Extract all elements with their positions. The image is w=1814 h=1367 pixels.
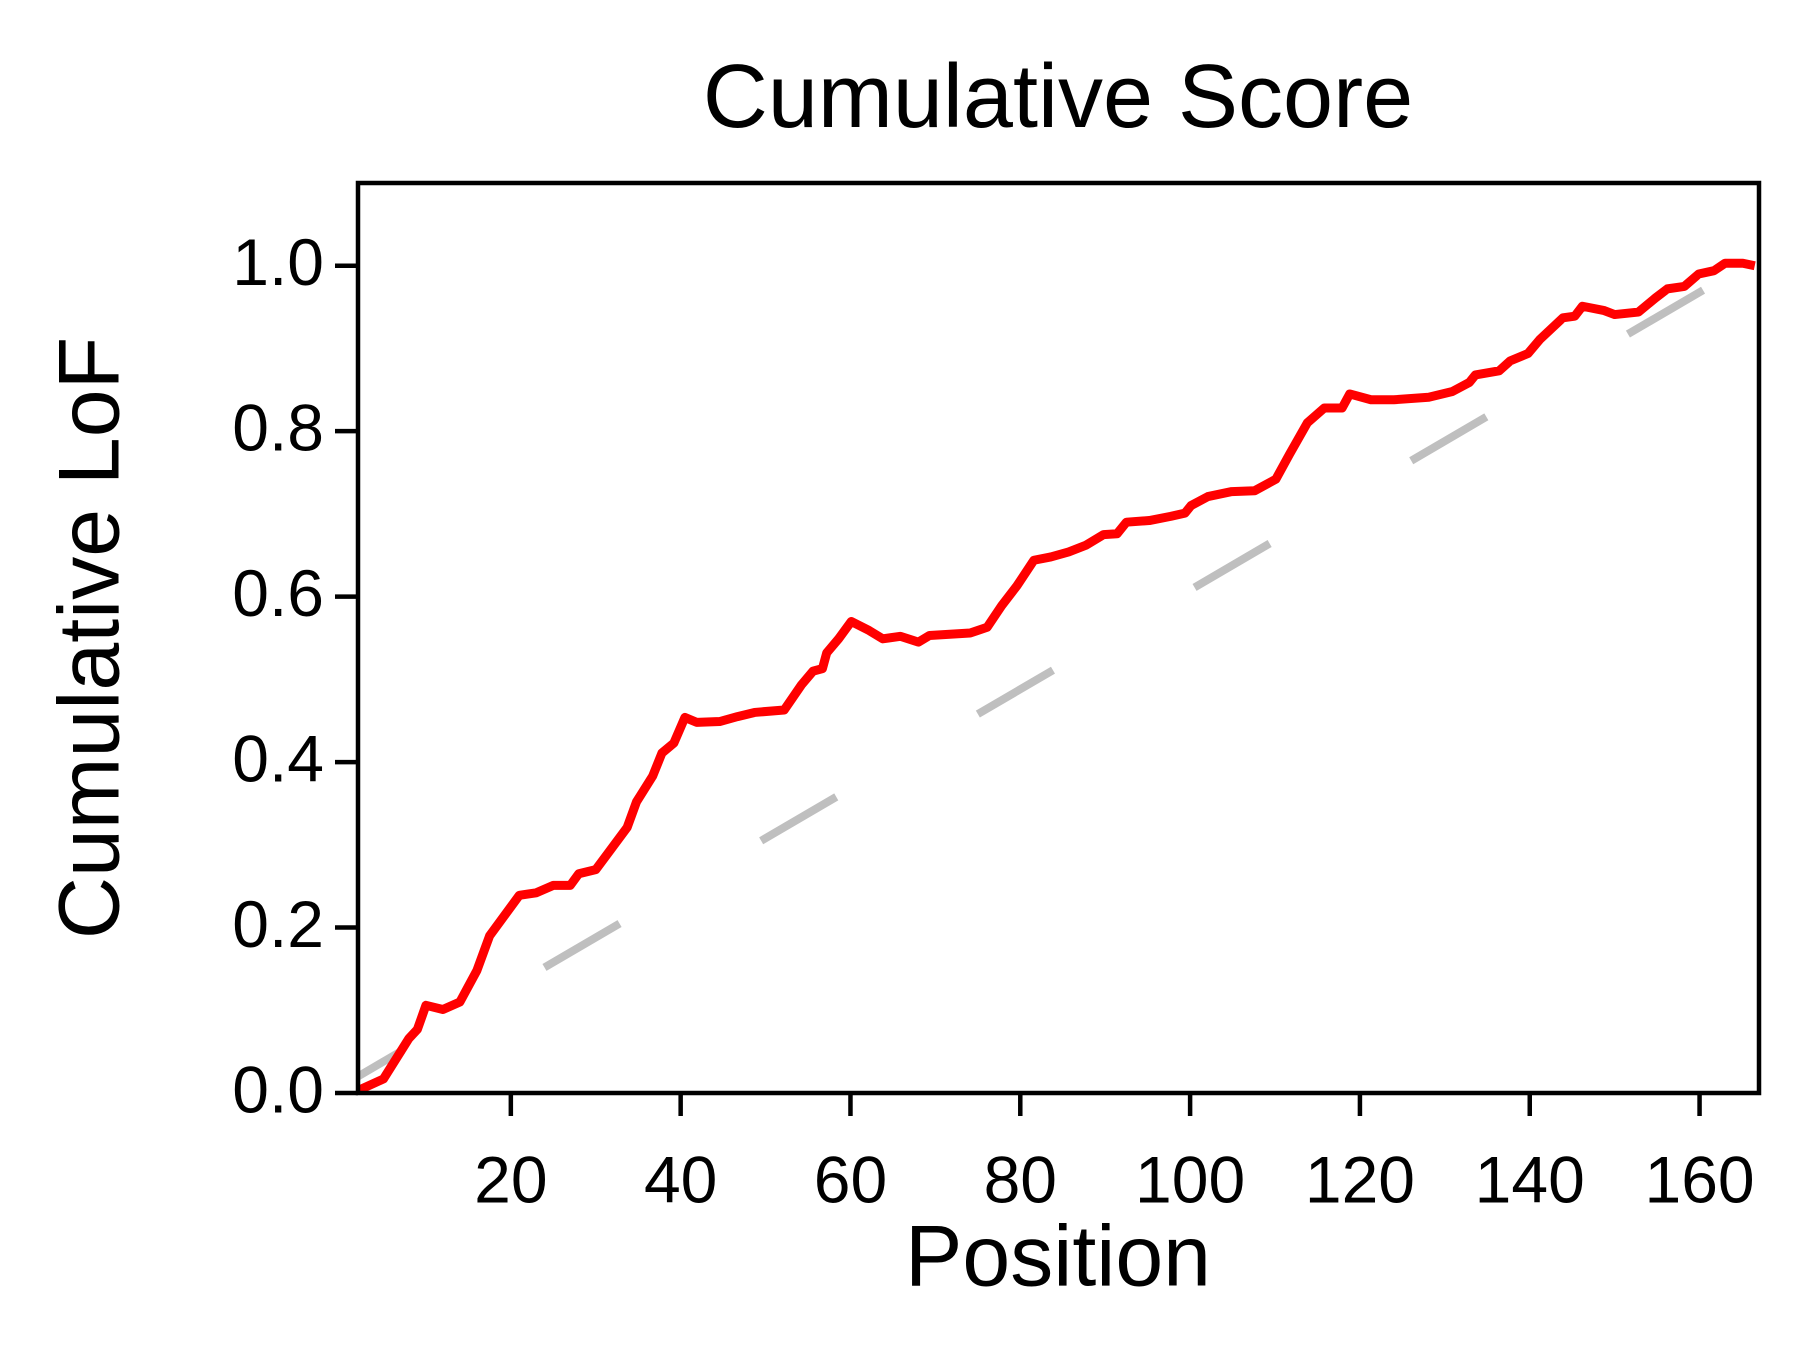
y-tick-label: 0.4 — [232, 722, 324, 796]
x-tick-label: 100 — [1135, 1142, 1245, 1216]
y-tick-label: 0.8 — [232, 391, 324, 465]
data-line — [358, 258, 1756, 1093]
reference-line — [358, 253, 1759, 1080]
x-tick-label: 80 — [984, 1142, 1057, 1216]
chart-title: Cumulative Score — [703, 47, 1413, 147]
x-tick-label: 160 — [1645, 1142, 1755, 1216]
y-tick-label: 0.0 — [232, 1052, 324, 1126]
y-axis-label: Cumulative LoF — [42, 337, 138, 939]
y-tick-label: 0.2 — [232, 887, 324, 961]
x-tick-label: 60 — [814, 1142, 887, 1216]
x-tick-label: 120 — [1305, 1142, 1415, 1216]
x-tick-label: 140 — [1475, 1142, 1585, 1216]
x-axis-label: Position — [905, 1209, 1211, 1305]
y-tick-label: 0.6 — [232, 556, 324, 630]
y-tick-label: 1.0 — [232, 225, 324, 299]
x-tick-label: 40 — [644, 1142, 717, 1216]
axes-frame — [355, 180, 1762, 1096]
x-tick-label: 20 — [474, 1142, 547, 1216]
